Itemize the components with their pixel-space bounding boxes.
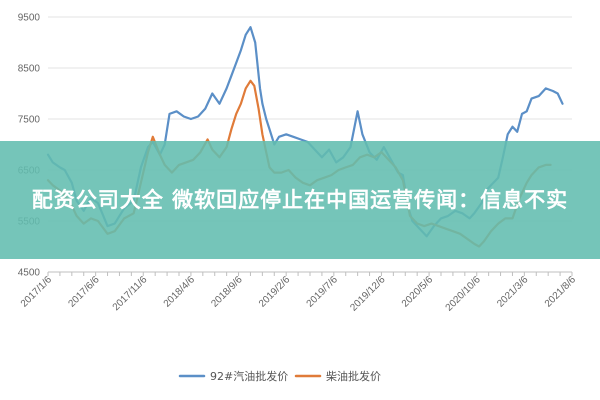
x-tick-label: 2019/12/6 [348, 274, 388, 314]
legend-label: 92#汽油批发价 [210, 369, 288, 383]
x-tick-label: 2017/1/6 [19, 274, 55, 310]
x-axis-ticks: 2017/1/6 2017/6/6 2017/11/6 2018/4/6 2018/9/… [19, 272, 579, 314]
y-tick-label: 9500 [18, 13, 41, 24]
x-tick-label: 2020/10/6 [444, 274, 484, 314]
y-tick-label: 7500 [18, 115, 41, 126]
x-tick-label: 2020/5/6 [400, 274, 436, 310]
x-tick-label: 2021/3/6 [495, 274, 531, 310]
legend-label: 柴油批发价 [326, 369, 381, 383]
x-tick-label: 2017/11/6 [111, 274, 150, 313]
x-tick-label: 2018/4/6 [162, 274, 198, 310]
y-tick-label: 8500 [18, 64, 41, 75]
legend: 92#汽油批发价 柴油批发价 [178, 369, 381, 383]
x-tick-label: 2021/8/6 [543, 274, 579, 310]
x-tick-label: 2017/6/6 [66, 274, 102, 310]
x-tick-label: 2019/2/6 [257, 274, 293, 310]
x-tick-label: 2018/9/6 [209, 274, 245, 310]
y-tick-label: 4500 [18, 268, 41, 279]
x-tick-label: 2019/7/6 [305, 274, 341, 310]
headline-banner: 配资公司大全 微软回应停止在中国运营传闻：信息不实 [0, 141, 600, 259]
headline-text: 配资公司大全 微软回应停止在中国运营传闻：信息不实 [31, 187, 569, 212]
